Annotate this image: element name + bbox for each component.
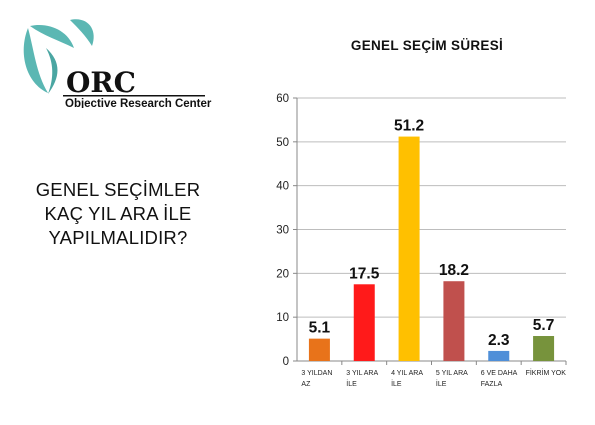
question-line-2: KAÇ YIL ARA İLE [44,203,192,224]
y-axis: 0 10 20 30 40 50 60 [276,93,298,368]
y-tick-label-50: 50 [276,137,289,149]
data-label-3: 51.2 [394,118,424,135]
y-tick-label-60: 60 [276,93,289,105]
category-label-3: 4 YIL ARA İLE [391,370,423,388]
category-label-5: 6 VE DAHA FAZLA [481,370,518,388]
logo-leaf-stem [46,48,58,94]
y-tick-label-10: 10 [276,312,289,324]
bar-4 [443,281,465,361]
y-tick-label-20: 20 [276,268,289,280]
bar-1 [308,338,330,361]
orc-logo-graphic: ORC Objective Research Center [23,19,212,110]
data-labels: 5.1 17.5 51.2 18.2 2.3 5.7 [309,118,555,349]
category-label-1: 3 YILDAN AZ [301,370,332,388]
logo-leaf-right [70,19,94,46]
data-label-1: 5.1 [309,320,331,337]
question-text: GENEL SEÇİMLER KAÇ YIL ARA İLE YAPILMALI… [18,178,218,250]
bar-6 [533,336,555,361]
data-label-4: 18.2 [439,262,469,279]
question-line-3: YAPILMALIDIR? [48,227,188,248]
bar-5 [488,350,510,361]
data-label-6: 5.7 [533,317,555,334]
bar-3 [398,136,420,361]
y-tick-label-30: 30 [276,225,289,237]
logo-mark: ORC [66,66,136,99]
logo-name: Objective Research Center [65,98,212,108]
logo-underline [63,95,205,97]
data-label-2: 17.5 [349,265,380,282]
orc-logo: ORC Objective Research Center [8,8,218,110]
x-axis: 3 YILDAN AZ 3 YIL ARA İLE 4 YIL ARA İLE 5 YIL … [301,361,567,388]
bar-2 [353,284,375,361]
chart-title: GENEL SEÇİM SÜRESİ [351,38,503,53]
logo-leaf-top [30,24,74,48]
category-label-6: FİKRİM YOK [526,368,567,377]
category-label-4: 5 YIL ARA İLE [436,370,468,388]
y-tick-label-0: 0 [283,356,289,368]
grid-lines [297,97,566,362]
category-label-2: 3 YIL ARA İLE [346,370,378,388]
logo-leaf-left [23,28,48,93]
bars [308,136,555,361]
data-label-5: 2.3 [488,332,510,349]
y-tick-label-40: 40 [276,181,289,193]
question-line-1: GENEL SEÇİMLER [35,179,201,200]
